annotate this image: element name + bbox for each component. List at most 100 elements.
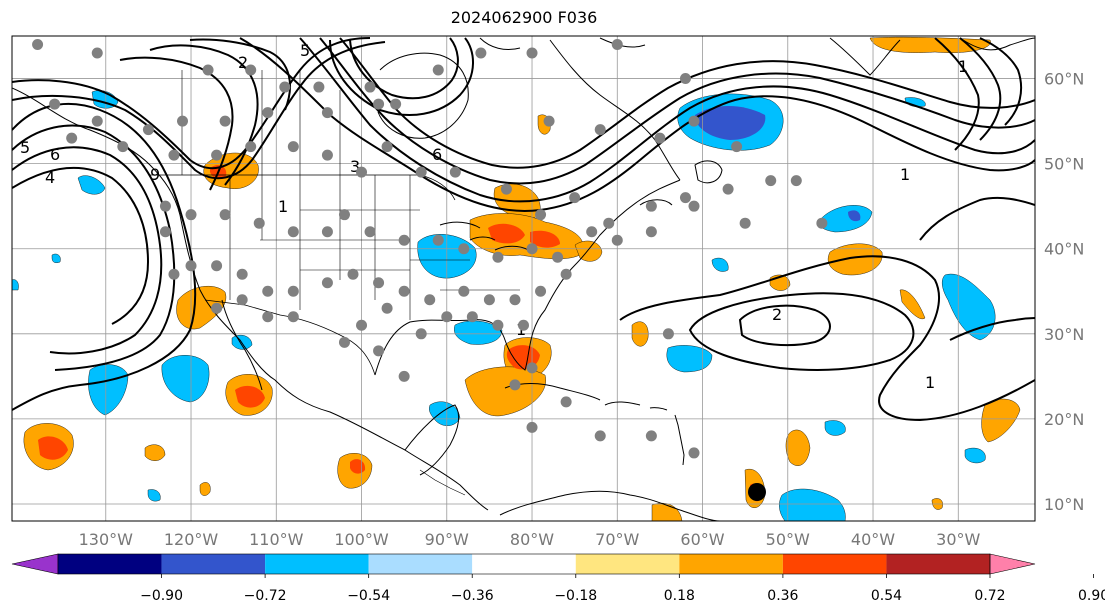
map-area: 5 6 4 9 1 3 2 1 6 1 1 2 1 5 <box>12 22 1035 521</box>
contour-line <box>349 37 459 100</box>
station-dot <box>432 234 444 246</box>
anomaly-positive-patch <box>981 398 1021 443</box>
station-dot <box>560 268 572 280</box>
station-dot <box>526 362 538 374</box>
nova-scotia <box>639 199 673 206</box>
station-dot <box>526 47 538 59</box>
station-dot <box>185 260 197 272</box>
anomaly-negative-patch <box>711 257 729 272</box>
station-dot <box>356 166 368 178</box>
station-dot <box>32 39 44 51</box>
latitude-label: 40°N <box>1044 240 1084 259</box>
station-dot <box>594 124 606 136</box>
central-america-borders <box>419 469 466 496</box>
station-dot <box>441 311 453 323</box>
station-dot <box>287 141 299 153</box>
station-dot <box>202 64 214 76</box>
contour-label: 1 <box>958 57 968 76</box>
colorbar-segment <box>265 554 369 574</box>
labrador-coast <box>549 39 681 181</box>
station-dot <box>560 396 572 408</box>
station-dot <box>236 294 248 306</box>
station-dot <box>586 226 598 238</box>
contour-line <box>959 37 1002 141</box>
anomaly-negative-patch <box>941 273 996 341</box>
contour-label: 1 <box>278 197 288 216</box>
contour-label: 3 <box>350 157 360 176</box>
station-dot <box>739 217 751 229</box>
longitude-labels: 130°W 120°W 110°W 100°W 90°W 80°W 70°W 60°W 50°W… <box>79 530 981 549</box>
station-dot <box>458 243 470 255</box>
longitude-label: 120°W <box>164 530 219 549</box>
contour-line <box>12 37 371 170</box>
station-dot <box>603 217 615 229</box>
station-dot <box>338 336 350 348</box>
anomaly-positive-patch <box>785 429 811 466</box>
graticule <box>12 36 1035 521</box>
anomaly-positive-patch <box>827 243 883 276</box>
station-dot <box>466 311 478 323</box>
station-dot <box>219 209 231 221</box>
station-dot <box>338 209 350 221</box>
longitude-label: 90°W <box>425 530 469 549</box>
contour-line <box>919 196 1035 241</box>
lesser-antilles <box>674 414 685 466</box>
contour-line <box>339 37 1035 169</box>
station-dot <box>688 200 700 212</box>
station-dot <box>518 319 529 331</box>
anomaly-negative-patch <box>147 489 161 502</box>
station-dot <box>211 260 223 272</box>
station-dot <box>287 311 299 323</box>
contour-label: 1 <box>925 373 935 392</box>
station-dot <box>321 149 333 161</box>
longitude-label: 60°W <box>680 530 724 549</box>
longitude-label: 30°W <box>936 530 980 549</box>
longitude-label: 130°W <box>79 530 134 549</box>
station-dot <box>449 166 461 178</box>
colorbar-segment <box>472 554 576 574</box>
station-dot <box>134 22 145 33</box>
longitude-label: 70°W <box>595 530 639 549</box>
station-dot <box>262 285 274 297</box>
coastlines-and-borders <box>12 37 1035 521</box>
station-dot <box>765 175 777 187</box>
station-dot <box>262 107 274 119</box>
gulf-coast <box>374 179 681 376</box>
south-america-coastline <box>499 490 721 521</box>
station-dot <box>500 183 512 195</box>
anomaly-negative-patch <box>429 401 461 426</box>
station-dot <box>398 234 410 246</box>
colorbar-extend-min <box>11 553 59 575</box>
colorbar-segment <box>368 554 473 574</box>
chart-title: 2024062900 F036 <box>450 8 598 27</box>
contour-line <box>12 41 386 180</box>
station-dot <box>373 277 385 289</box>
colorbar-frame <box>57 553 991 575</box>
state-borders <box>229 175 520 320</box>
anomaly-negative-patch <box>12 279 19 291</box>
contour-label: 5 <box>300 41 310 60</box>
station-dot <box>321 107 333 119</box>
station-dot <box>373 98 385 110</box>
contour-label: 6 <box>432 145 442 164</box>
contour-label: 5 <box>20 138 30 157</box>
colorbar-segment <box>679 554 783 574</box>
colorbar-tick-label: −0.54 <box>347 588 390 604</box>
anomaly-positive-patch <box>469 213 584 260</box>
station-dot <box>142 124 154 136</box>
puerto-rico <box>649 407 668 411</box>
contour-label: 6 <box>50 145 60 164</box>
station-dot <box>535 285 547 297</box>
colorbar-tick-label: 0.90 <box>1078 588 1105 604</box>
anomaly-positive-patch <box>574 240 603 262</box>
latitude-label: 50°N <box>1044 155 1084 174</box>
us-mexico-border <box>204 299 376 376</box>
contour-line <box>319 37 1035 185</box>
contour-line <box>299 37 1035 203</box>
anomaly-positive-core <box>38 436 68 460</box>
station-dot <box>390 98 402 110</box>
station-dot <box>236 268 248 280</box>
contour-line <box>12 124 176 371</box>
contour-line <box>979 37 1023 126</box>
station-markers <box>32 22 828 459</box>
